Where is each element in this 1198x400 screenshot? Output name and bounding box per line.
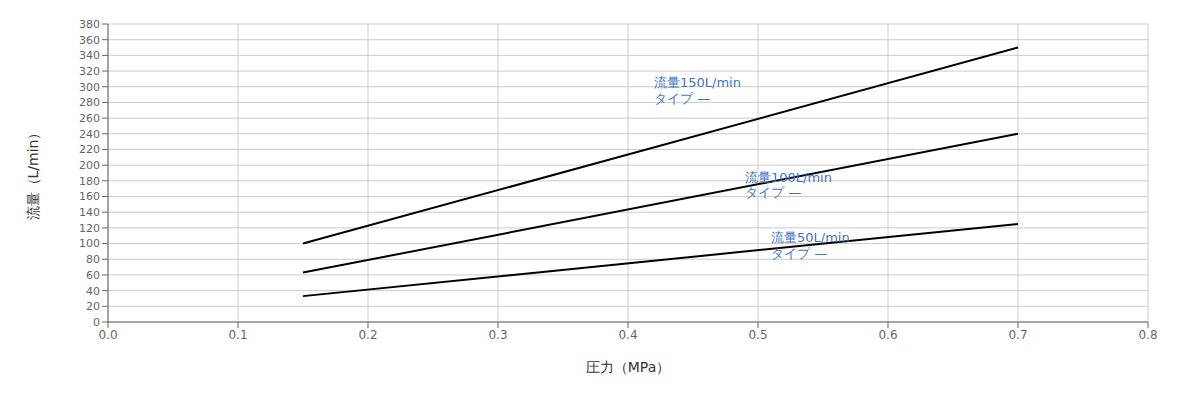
svg-text:タイプ —: タイプ — bbox=[771, 246, 827, 261]
svg-text:60: 60 bbox=[86, 269, 100, 282]
svg-text:流量100L/min: 流量100L/min bbox=[745, 170, 832, 185]
svg-text:360: 360 bbox=[79, 34, 100, 47]
svg-text:タイプ —: タイプ — bbox=[745, 185, 801, 200]
svg-text:260: 260 bbox=[79, 112, 100, 125]
svg-text:180: 180 bbox=[79, 175, 100, 188]
svg-text:320: 320 bbox=[79, 65, 100, 78]
svg-text:0: 0 bbox=[93, 316, 100, 329]
svg-text:40: 40 bbox=[86, 285, 100, 298]
svg-text:100: 100 bbox=[79, 237, 100, 250]
svg-text:220: 220 bbox=[79, 143, 100, 156]
svg-text:0.8: 0.8 bbox=[1138, 328, 1157, 342]
svg-text:流量（L/min）: 流量（L/min） bbox=[25, 126, 41, 221]
svg-text:20: 20 bbox=[86, 300, 100, 313]
svg-text:140: 140 bbox=[79, 206, 100, 219]
svg-text:0.4: 0.4 bbox=[618, 328, 637, 342]
svg-text:160: 160 bbox=[79, 190, 100, 203]
svg-text:流量50L/min: 流量50L/min bbox=[771, 230, 850, 245]
svg-text:380: 380 bbox=[79, 18, 100, 31]
svg-text:0.3: 0.3 bbox=[488, 328, 507, 342]
svg-text:0.6: 0.6 bbox=[878, 328, 897, 342]
svg-text:0.0: 0.0 bbox=[98, 328, 117, 342]
svg-text:240: 240 bbox=[79, 128, 100, 141]
svg-text:280: 280 bbox=[79, 96, 100, 109]
svg-text:0.1: 0.1 bbox=[228, 328, 247, 342]
svg-text:流量150L/min: 流量150L/min bbox=[654, 75, 741, 90]
svg-text:0.2: 0.2 bbox=[358, 328, 377, 342]
svg-text:タイプ —: タイプ — bbox=[654, 91, 710, 106]
svg-text:0.5: 0.5 bbox=[748, 328, 767, 342]
svg-text:200: 200 bbox=[79, 159, 100, 172]
svg-text:120: 120 bbox=[79, 222, 100, 235]
svg-text:圧力（MPa）: 圧力（MPa） bbox=[586, 359, 670, 375]
svg-text:80: 80 bbox=[86, 253, 100, 266]
svg-text:0.7: 0.7 bbox=[1008, 328, 1027, 342]
svg-text:340: 340 bbox=[79, 49, 100, 62]
svg-text:300: 300 bbox=[79, 81, 100, 94]
